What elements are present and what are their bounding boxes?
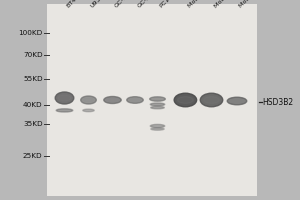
Ellipse shape bbox=[85, 110, 92, 111]
Ellipse shape bbox=[152, 125, 163, 127]
Ellipse shape bbox=[153, 107, 162, 108]
Text: HSD3B2: HSD3B2 bbox=[262, 98, 294, 107]
Ellipse shape bbox=[106, 98, 119, 102]
Text: 100KD: 100KD bbox=[18, 30, 43, 36]
Ellipse shape bbox=[200, 93, 223, 107]
Ellipse shape bbox=[129, 98, 141, 102]
Text: Mouse liver: Mouse liver bbox=[187, 0, 217, 9]
Text: GC-2: GC-2 bbox=[136, 0, 151, 9]
Ellipse shape bbox=[127, 97, 143, 103]
Ellipse shape bbox=[153, 128, 162, 130]
Ellipse shape bbox=[227, 97, 247, 105]
Text: Mouse kidney: Mouse kidney bbox=[213, 0, 248, 9]
Ellipse shape bbox=[230, 99, 244, 103]
Ellipse shape bbox=[81, 96, 96, 104]
Text: GC-1: GC-1 bbox=[114, 0, 129, 9]
FancyBboxPatch shape bbox=[46, 4, 256, 196]
Text: PC12: PC12 bbox=[159, 0, 174, 9]
Ellipse shape bbox=[174, 93, 197, 107]
Text: BT474: BT474 bbox=[66, 0, 84, 9]
Ellipse shape bbox=[150, 97, 165, 101]
Ellipse shape bbox=[58, 95, 71, 101]
Text: Mouse brain: Mouse brain bbox=[238, 0, 270, 9]
Ellipse shape bbox=[56, 109, 73, 112]
Text: U937: U937 bbox=[90, 0, 105, 9]
Text: 55KD: 55KD bbox=[23, 76, 43, 82]
Ellipse shape bbox=[151, 106, 164, 109]
Text: 70KD: 70KD bbox=[23, 52, 43, 58]
Ellipse shape bbox=[152, 104, 163, 105]
Ellipse shape bbox=[204, 97, 219, 103]
Ellipse shape bbox=[55, 92, 74, 104]
Ellipse shape bbox=[152, 98, 163, 100]
Ellipse shape bbox=[83, 109, 94, 112]
Ellipse shape bbox=[151, 128, 164, 130]
Text: 35KD: 35KD bbox=[23, 121, 43, 127]
Ellipse shape bbox=[83, 98, 94, 102]
Text: 40KD: 40KD bbox=[23, 102, 43, 108]
Ellipse shape bbox=[150, 124, 165, 128]
Ellipse shape bbox=[150, 103, 165, 106]
Ellipse shape bbox=[104, 97, 121, 104]
Ellipse shape bbox=[178, 97, 193, 103]
Text: 25KD: 25KD bbox=[23, 153, 43, 159]
Ellipse shape bbox=[59, 110, 70, 111]
